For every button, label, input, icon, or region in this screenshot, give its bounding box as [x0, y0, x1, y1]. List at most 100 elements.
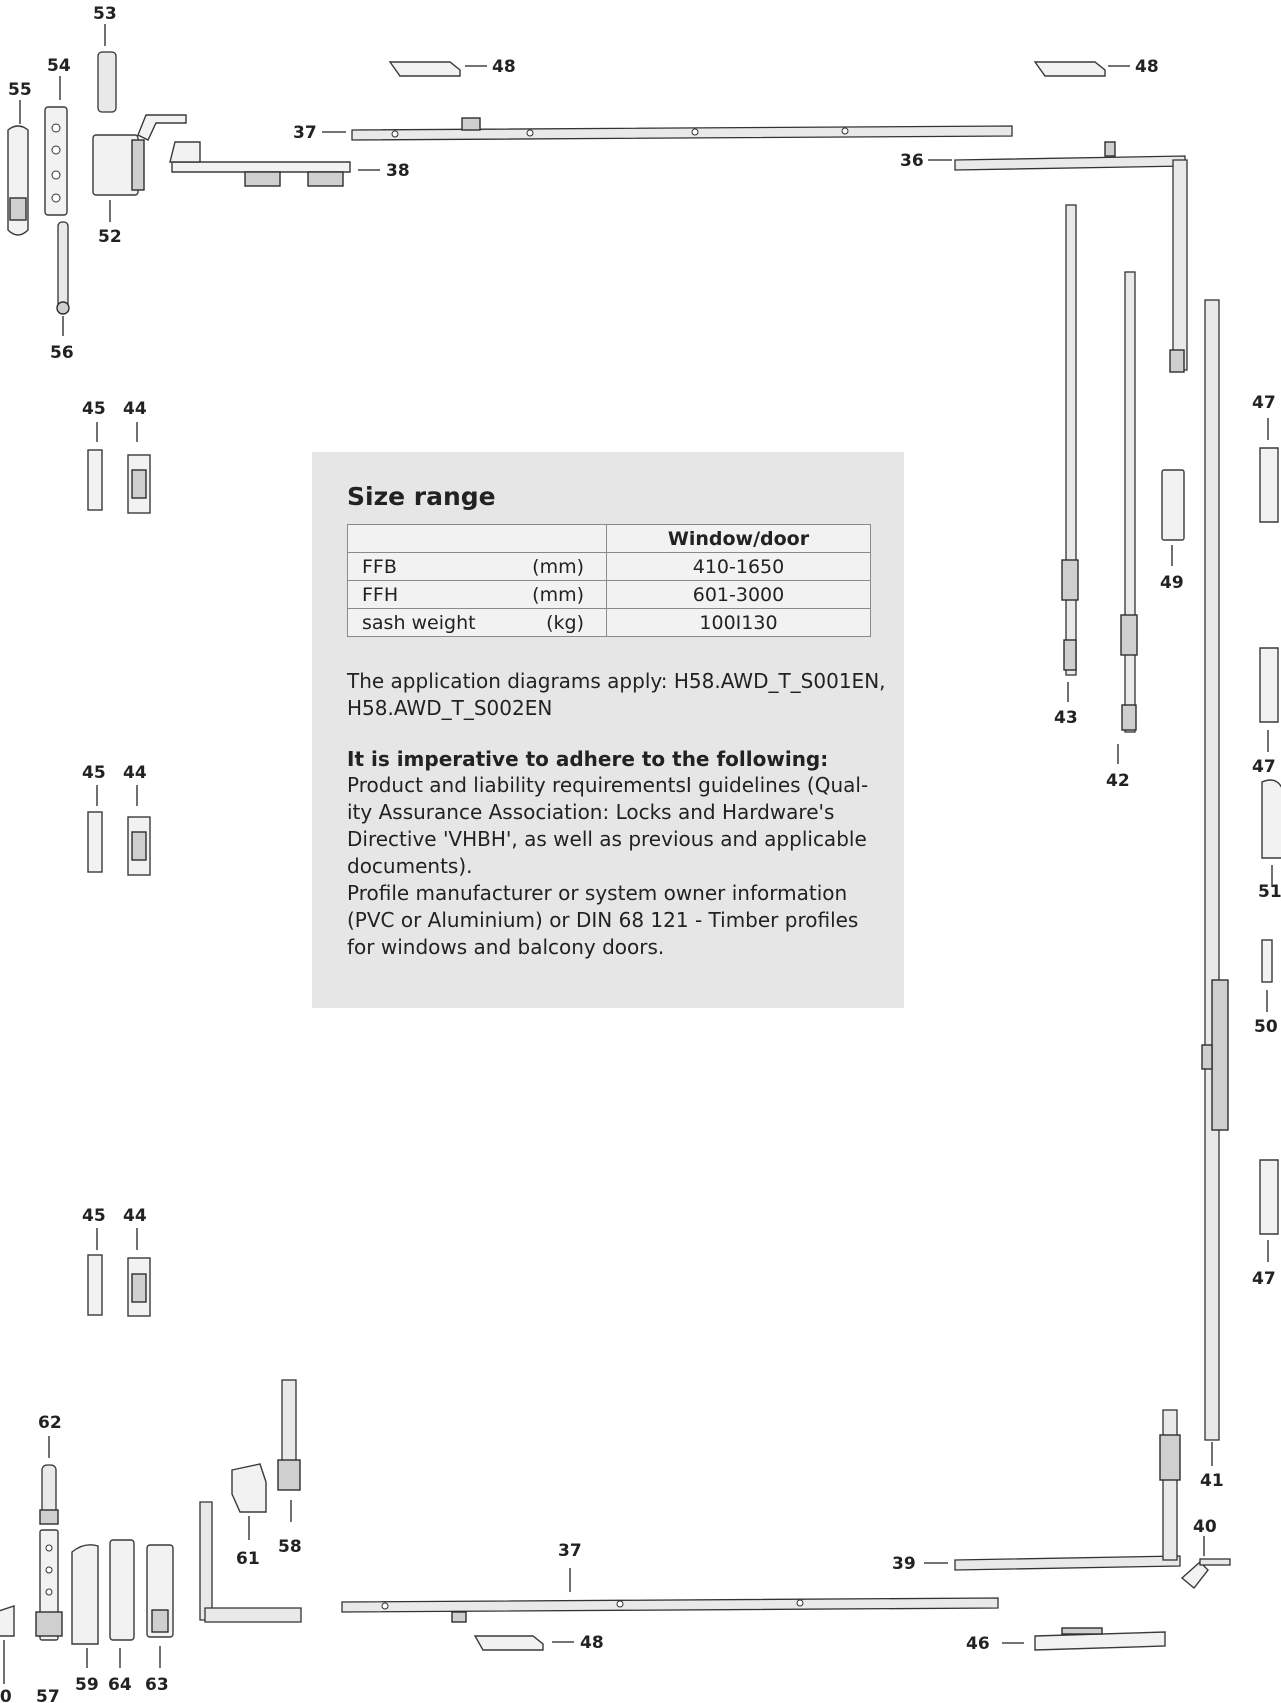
part-48-keep-top-left: [388, 61, 461, 77]
part-37-bottom-connecting-rod: [341, 1597, 999, 1623]
part-36-corner-drive: [954, 141, 1188, 373]
row-unit: (kg): [546, 612, 584, 634]
part-48-keep-top-right: [1033, 61, 1106, 77]
part-41-main-rod: [1201, 299, 1229, 1441]
application-diagrams-text: The application diagrams apply: H58.AWD_…: [347, 669, 886, 720]
part-45-44-group-c: [87, 1254, 151, 1317]
part-label-47-a: 47: [1252, 393, 1276, 413]
part-61-stay: [231, 1463, 267, 1513]
part-57-hinge-plate: [35, 1529, 63, 1641]
part-label-51: 51: [1258, 882, 1281, 902]
part-label-50-right: 50: [1254, 1017, 1278, 1037]
part-49-keep: [1161, 469, 1185, 541]
part-40-screw-bracket: [1180, 1558, 1231, 1590]
imperative-paragraph-2: Profile manufacturer or system owner inf…: [347, 881, 859, 959]
table-row: FFB (mm) 410-1650: [347, 552, 871, 581]
part-label-48-top-right: 48: [1135, 57, 1159, 77]
part-45-44-group-b: [87, 811, 151, 876]
table-row: sash weight (kg) 100I130: [347, 608, 871, 637]
part-47-keep-a: [1259, 447, 1279, 523]
row-unit: (mm): [532, 584, 584, 606]
part-label-48-top-left: 48: [492, 57, 516, 77]
part-47-keep-b: [1259, 647, 1279, 723]
part-label-39: 39: [892, 1554, 916, 1574]
part-37-top-connecting-rod: [351, 117, 1013, 141]
part-label-62: 62: [38, 1413, 62, 1433]
part-label-45-a: 45: [82, 399, 106, 419]
part-label-38: 38: [386, 161, 410, 181]
part-53-pin: [97, 51, 117, 113]
part-label-47-b: 47: [1252, 757, 1276, 777]
part-46-keep: [1034, 1627, 1166, 1651]
size-range-panel: Size range Window/door FFB (mm) 410-1650 …: [312, 452, 904, 1008]
part-50-keep-right: [1261, 939, 1273, 983]
part-label-42: 42: [1106, 771, 1130, 791]
part-51-keep: [1261, 779, 1281, 859]
table-cell-value: 100I130: [606, 608, 871, 637]
table-header-window-door: Window/door: [606, 524, 871, 553]
part-38-corner-drive: [169, 141, 351, 187]
table-header-row: Window/door: [347, 524, 871, 553]
part-label-36: 36: [900, 151, 924, 171]
part-corner-hinge-bracket: [199, 1501, 302, 1623]
part-label-56: 56: [50, 343, 74, 363]
part-42-extension: [1120, 271, 1138, 733]
row-label: FFB: [362, 555, 397, 578]
part-label-41: 41: [1200, 1471, 1224, 1491]
table-cell-label: FFH (mm): [347, 580, 607, 609]
part-label-44-a: 44: [123, 399, 147, 419]
part-label-57: 57: [36, 1687, 60, 1703]
part-label-59: 59: [75, 1675, 99, 1695]
imperative-paragraph-1: Product and liability requirementsI guid…: [347, 773, 869, 878]
part-label-37-top: 37: [293, 123, 317, 143]
part-label-45-c: 45: [82, 1206, 106, 1226]
part-label-44-c: 44: [123, 1206, 147, 1226]
part-label-44-b: 44: [123, 763, 147, 783]
part-label-53: 53: [93, 4, 117, 24]
part-label-54: 54: [47, 56, 71, 76]
size-range-table: Window/door FFB (mm) 410-1650 FFH (mm) 601…: [347, 524, 871, 637]
part-label-60: 60: [0, 1687, 12, 1703]
part-52-sash-hinge: [92, 114, 187, 196]
part-label-58: 58: [278, 1537, 302, 1557]
part-56-hinge-pin: [56, 221, 70, 315]
row-label: FFH: [362, 583, 399, 606]
part-label-49: 49: [1160, 573, 1184, 593]
table-cell-label: sash weight (kg): [347, 608, 607, 637]
part-label-52: 52: [98, 227, 122, 247]
part-label-63: 63: [145, 1675, 169, 1695]
table-cell-label: FFB (mm): [347, 552, 607, 581]
part-label-48-bottom: 48: [580, 1633, 604, 1653]
row-unit: (mm): [532, 556, 584, 578]
part-label-55: 55: [8, 80, 32, 100]
part-label-43: 43: [1054, 708, 1078, 728]
part-47-keep-c: [1259, 1159, 1279, 1235]
part-63-hinge-body: [146, 1544, 174, 1638]
part-62-pin: [39, 1464, 59, 1525]
part-label-37-bottom: 37: [558, 1541, 582, 1561]
part-label-46: 46: [966, 1634, 990, 1654]
part-45-44-group-a: [87, 449, 151, 514]
part-label-47-c: 47: [1252, 1269, 1276, 1289]
part-55-hinge-cover: [7, 125, 29, 236]
part-54-hinge-plate: [44, 106, 68, 216]
part-label-40: 40: [1193, 1517, 1217, 1537]
part-39-corner-drive: [954, 1409, 1181, 1571]
table-cell-value: 410-1650: [606, 552, 871, 581]
part-48-keep-bottom: [473, 1635, 544, 1651]
table-row: FFH (mm) 601-3000: [347, 580, 871, 609]
part-60-bracket: [0, 1605, 15, 1637]
part-label-61: 61: [236, 1549, 260, 1569]
part-59-hinge-cover: [71, 1544, 99, 1645]
row-label: sash weight: [362, 611, 476, 634]
table-cell-value: 601-3000: [606, 580, 871, 609]
part-label-45-b: 45: [82, 763, 106, 783]
part-label-64: 64: [108, 1675, 132, 1695]
part-64-cover-tube: [109, 1539, 135, 1641]
imperative-heading: It is imperative to adhere to the follow…: [347, 747, 829, 771]
part-43-extension: [1061, 204, 1079, 676]
part-58-stay-arm: [277, 1379, 301, 1491]
size-range-title: Size range: [347, 482, 496, 511]
table-header-empty: [347, 524, 607, 553]
